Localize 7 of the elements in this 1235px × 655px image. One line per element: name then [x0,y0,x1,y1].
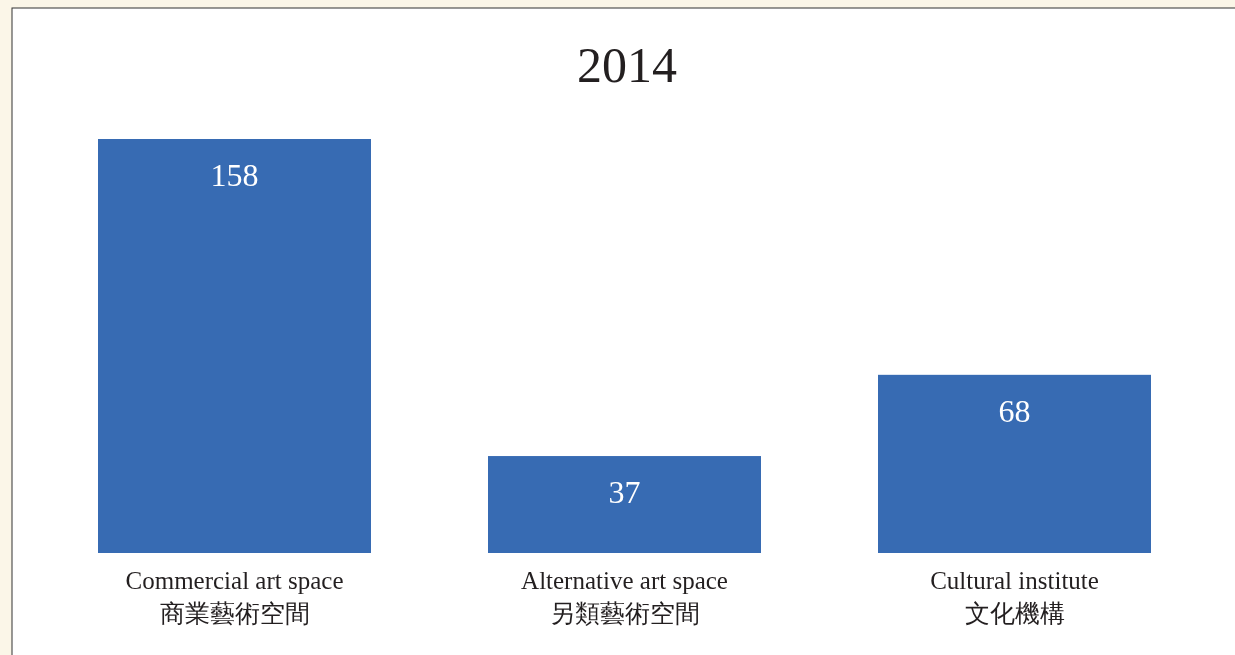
x-tick-label: Commercial art space 商業藝術空間 [125,567,344,627]
x-tick-label: Alternative art space 另類藝術空間 [521,567,728,627]
data-label: 158 [210,157,259,193]
x-tick-label: Cultural institute 文化機構 [930,567,1099,627]
data-label: 68 [998,392,1031,429]
chart-title: 2014 [577,37,677,93]
data-label: 37 [608,474,641,511]
